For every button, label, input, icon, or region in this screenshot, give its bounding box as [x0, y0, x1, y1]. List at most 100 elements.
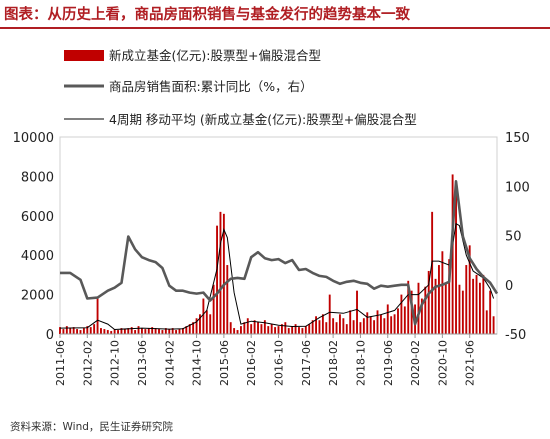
fund-bar [82, 328, 85, 334]
fund-bar [100, 328, 102, 334]
fund-bar [144, 329, 147, 334]
x-axis-tick-label: 2012-02 [81, 340, 94, 386]
fund-bar [86, 326, 89, 334]
fund-bar [465, 265, 468, 334]
fund-bar [113, 329, 116, 334]
fund-bar [236, 330, 239, 334]
fund-bar [65, 326, 68, 334]
fund-bar [379, 314, 382, 334]
fund-bar [369, 316, 372, 334]
fund-bar [89, 327, 92, 334]
fund-bar [134, 330, 137, 334]
fund-bar [475, 274, 478, 334]
fund-bar [76, 329, 79, 334]
fund-bar [400, 294, 403, 334]
fund-bar [485, 310, 488, 334]
fund-bar [349, 310, 352, 334]
x-axis-tick-label: 2014-10 [191, 340, 204, 386]
fund-bar [219, 211, 222, 334]
fund-bar [472, 278, 475, 334]
fund-bar [147, 328, 150, 334]
left-axis-tick-label: 10000 [13, 131, 54, 146]
fund-bar [461, 290, 464, 334]
fund-bar [178, 329, 181, 334]
x-axis-tick-label: 2013-06 [136, 340, 149, 386]
fund-bar [458, 284, 461, 334]
fund-bar [438, 265, 440, 334]
fund-bar [318, 320, 321, 334]
left-axis-tick-label: 0 [46, 328, 54, 343]
fund-bar [168, 329, 171, 334]
fund-bar [106, 330, 109, 334]
x-axis-tick-label: 2018-10 [354, 340, 367, 386]
x-axis-tick-label: 2021-06 [464, 340, 477, 386]
fund-bar [311, 320, 314, 334]
title-rule [0, 27, 550, 29]
x-axis-tick-label: 2017-06 [300, 340, 313, 386]
fund-bar [284, 322, 287, 334]
fund-bar [260, 324, 263, 334]
x-axis-tick-label: 2015-06 [218, 340, 231, 386]
fund-bar [427, 270, 430, 334]
fund-bar [444, 282, 447, 334]
fund-bar [120, 328, 123, 334]
fund-bar [441, 251, 444, 334]
fund-bar [117, 330, 119, 334]
fund-bar [188, 324, 191, 334]
fund-bar [376, 310, 379, 334]
fund-bar [185, 326, 188, 334]
fund-bar [478, 282, 481, 334]
fund-bar [96, 298, 99, 334]
x-axis-tick-label: 2018-02 [327, 340, 340, 386]
fund-bar [321, 314, 324, 334]
fund-bar [62, 329, 65, 334]
fund-bar [93, 324, 96, 334]
fund-bar [280, 324, 283, 334]
sales-yoy-line [60, 180, 499, 326]
fund-bar [335, 322, 338, 334]
fund-bar [123, 329, 126, 334]
fund-bar [59, 327, 61, 334]
fund-bar [72, 327, 75, 334]
legend-label-bars: 新成立基金(亿元):股票型+偏股混合型 [109, 48, 321, 63]
fund-bar [270, 324, 273, 334]
fund-bar [359, 322, 362, 334]
fund-bar [240, 326, 242, 334]
fund-bar [243, 322, 246, 334]
fund-bar [164, 328, 167, 334]
fund-bar [362, 318, 365, 334]
fund-bar [263, 320, 266, 334]
x-axis-tick-label: 2014-02 [163, 340, 176, 386]
fund-bar [448, 259, 451, 334]
fund-bar [253, 320, 256, 334]
right-axis-tick-label: -50 [505, 328, 526, 343]
fund-bar [315, 316, 317, 334]
fund-bar [451, 174, 454, 334]
fund-bar [141, 328, 143, 334]
fund-bar [181, 328, 184, 334]
x-axis-tick-label: 2012-10 [109, 340, 122, 386]
left-axis-tick-label: 8000 [21, 170, 54, 185]
fund-bar [69, 328, 72, 334]
fund-bar [403, 306, 406, 334]
x-axis-tick-label: 2020-02 [409, 340, 422, 386]
fund-bar [192, 322, 195, 334]
fund-bar [339, 314, 341, 334]
fund-bar [137, 326, 140, 334]
fund-bar [420, 298, 423, 334]
left-axis-tick-label: 4000 [21, 249, 54, 264]
left-axis-tick-label: 2000 [21, 289, 54, 304]
fund-bar [308, 324, 311, 334]
fund-bar [455, 182, 457, 334]
fund-bar [345, 324, 348, 334]
fund-bar [407, 280, 410, 334]
fund-bar [277, 326, 280, 334]
fund-bar [304, 326, 307, 334]
right-axis-tick-label: 150 [505, 131, 530, 146]
right-axis-tick-label: 0 [505, 279, 513, 294]
fund-bar [342, 318, 345, 334]
fund-bar [386, 304, 389, 334]
fund-bar [431, 211, 434, 334]
fund-bar [393, 314, 396, 334]
